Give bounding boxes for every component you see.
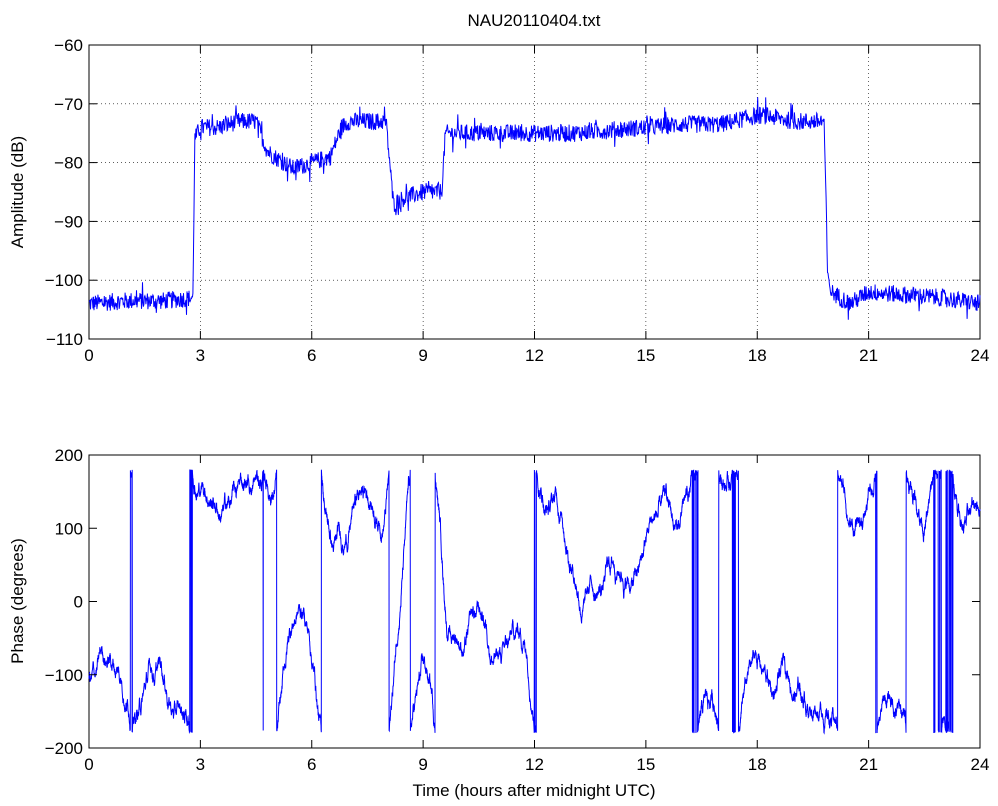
x-tick-label: 9 xyxy=(418,346,427,365)
y-tick-label: 0 xyxy=(74,593,83,612)
chart-title: NAU20110404.txt xyxy=(468,11,601,30)
y-tick-label: 200 xyxy=(55,446,83,465)
phase-plot: 0 3 6 9 12 15 18 21 24 200 100 0 −100 −200 Phase (deg… xyxy=(8,446,989,800)
y-tick-label: −100 xyxy=(45,666,83,685)
x-tick-label: 15 xyxy=(636,755,655,774)
x-axis-label: Time (hours after midnight UTC) xyxy=(412,781,655,800)
x-tick-label: 15 xyxy=(636,346,655,365)
amplitude-plot: 0 3 6 9 12 15 18 21 24 −60 −70 −80 −90 −100 −110 Ampli… xyxy=(8,36,989,365)
y-tick-label: −100 xyxy=(45,271,83,290)
x-tick-label: 21 xyxy=(859,346,878,365)
x-tick-label: 9 xyxy=(418,755,427,774)
y-tick-label: 100 xyxy=(55,519,83,538)
x-tick-label: 6 xyxy=(307,346,316,365)
y-tick-label: −70 xyxy=(54,95,83,114)
x-tick-label: 21 xyxy=(859,755,878,774)
x-tick-label: 6 xyxy=(307,755,316,774)
x-tick-label: 24 xyxy=(971,755,990,774)
x-tick-label: 3 xyxy=(196,755,205,774)
amplitude-y-axis-label: Amplitude (dB) xyxy=(8,136,27,248)
amplitude-ticks: 0 3 6 9 12 15 18 21 24 −60 −70 −80 −90 −100 −110 xyxy=(45,36,990,365)
x-tick-label: 0 xyxy=(84,755,93,774)
phase-ticks: 0 3 6 9 12 15 18 21 24 200 100 0 −100 −200 xyxy=(45,446,990,774)
x-tick-label: 18 xyxy=(748,346,767,365)
x-tick-label: 12 xyxy=(525,755,544,774)
x-tick-label: 0 xyxy=(84,346,93,365)
phase-y-axis-label: Phase (degrees) xyxy=(8,538,27,664)
amplitude-grid xyxy=(89,45,980,339)
amplitude-series-line xyxy=(88,97,981,320)
x-tick-label: 12 xyxy=(525,346,544,365)
x-tick-label: 24 xyxy=(971,346,990,365)
phase-series-line xyxy=(88,469,981,735)
y-tick-label: −110 xyxy=(46,330,83,349)
y-tick-label: −60 xyxy=(54,36,83,55)
y-tick-label: −90 xyxy=(54,212,83,231)
x-tick-label: 3 xyxy=(196,346,205,365)
x-tick-label: 18 xyxy=(748,755,767,774)
y-tick-label: −80 xyxy=(54,154,83,173)
y-tick-label: −200 xyxy=(45,739,83,758)
